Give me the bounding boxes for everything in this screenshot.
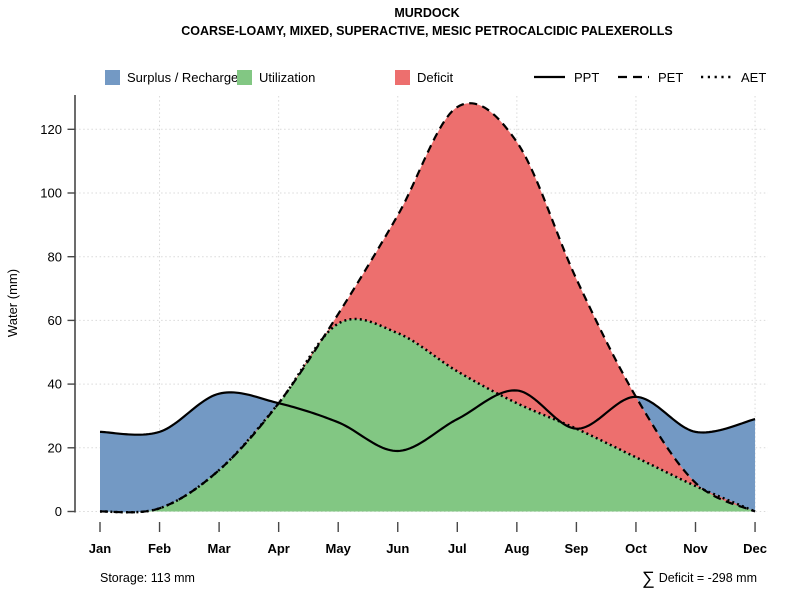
svg-text:Jul: Jul xyxy=(448,541,467,556)
svg-text:Aug: Aug xyxy=(504,541,529,556)
utilization-swatch-icon xyxy=(237,69,252,85)
surplus-area xyxy=(100,392,279,513)
x-axis: Jan Feb Mar Apr May Jun Jul Aug Sep Oct Nov Dec xyxy=(89,522,767,556)
dotted-line-icon xyxy=(701,75,732,79)
ppt-line xyxy=(99,389,756,453)
deficit-swatch-icon xyxy=(395,69,410,85)
svg-text:Apr: Apr xyxy=(267,541,289,556)
svg-text:Nov: Nov xyxy=(683,541,708,556)
svg-text:100: 100 xyxy=(40,186,62,201)
pet-line xyxy=(99,102,756,514)
svg-text:Oct: Oct xyxy=(625,541,647,556)
chart-subtitle: COARSE-LOAMY, MIXED, SUPERACTIVE, MESIC … xyxy=(181,24,673,38)
surplus-swatch-icon xyxy=(105,69,120,85)
svg-text:Jun: Jun xyxy=(386,541,409,556)
deficit-annotation-text: Deficit = -298 mm xyxy=(658,571,757,585)
svg-text:20: 20 xyxy=(48,440,62,455)
svg-text:Jan: Jan xyxy=(89,541,111,556)
svg-text:Sep: Sep xyxy=(564,541,588,556)
svg-text:Feb: Feb xyxy=(148,541,171,556)
utilization-area xyxy=(100,318,756,513)
solid-line-icon xyxy=(534,75,565,79)
legend-item-aet: AET xyxy=(700,69,766,85)
legend-item-deficit: Deficit xyxy=(395,69,453,85)
svg-text:Dec: Dec xyxy=(743,541,767,556)
svg-text:May: May xyxy=(326,541,352,556)
svg-text:60: 60 xyxy=(48,313,62,328)
svg-text:Mar: Mar xyxy=(208,541,231,556)
legend-item-ppt: PPT xyxy=(533,69,599,85)
svg-text:40: 40 xyxy=(48,377,62,392)
legend-item-pet: PET xyxy=(617,69,683,85)
legend-label-deficit: Deficit xyxy=(417,69,454,85)
svg-text:0: 0 xyxy=(55,504,62,519)
legend-label-utilization: Utilization xyxy=(259,69,316,85)
chart-title: MURDOCK xyxy=(394,6,460,20)
legend-label-ppt: PPT xyxy=(574,69,600,85)
storage-annotation: Storage: 113 mm xyxy=(100,571,195,585)
svg-text:80: 80 xyxy=(48,249,62,264)
svg-text:Water (mm): Water (mm) xyxy=(5,269,20,337)
legend-label-surplus: Surplus / Recharge xyxy=(127,69,239,85)
svg-text:120: 120 xyxy=(40,122,62,137)
legend-label-pet: PET xyxy=(658,69,684,85)
surplus-area xyxy=(635,396,756,512)
dashed-line-icon xyxy=(618,75,649,79)
legend-item-surplus: Surplus / Recharge xyxy=(105,69,238,85)
deficit-area xyxy=(100,103,756,513)
deficit-annotation: ∑ Deficit = -298 mm xyxy=(642,569,757,587)
y-axis: 0 20 40 60 80 100 120 Water (mm) xyxy=(5,95,76,519)
legend-item-utilization: Utilization xyxy=(237,69,315,85)
legend-label-aet: AET xyxy=(741,69,767,85)
sigma-icon: ∑ xyxy=(641,568,655,588)
